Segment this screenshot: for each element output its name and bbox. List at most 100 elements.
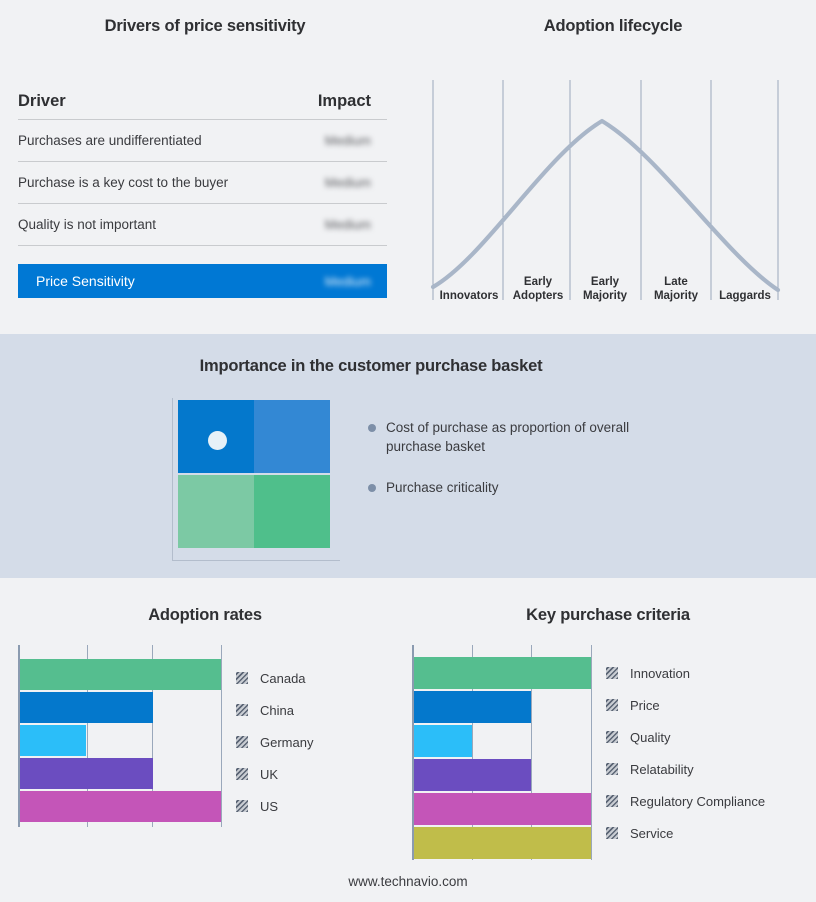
adoption-rates-legend: Canada China Germany UK US <box>236 662 313 822</box>
lifecycle-stage-innovators: Innovators <box>439 290 499 302</box>
quadrant-cell-bottom-right <box>254 475 330 548</box>
purchase-criteria-panel-title: Key purchase criteria <box>526 606 690 624</box>
quadrant-x-axis <box>172 560 340 561</box>
hatched-swatch-icon <box>236 672 248 684</box>
quadrant-position-marker <box>208 431 227 450</box>
lifecycle-stage-early-majority: Early Majority <box>582 276 628 302</box>
bar-germany <box>20 725 86 756</box>
key-purchase-criteria-plot <box>412 645 592 860</box>
table-row: Quality is not important Medium <box>18 204 387 246</box>
driver-label: Purchases are undifferentiated <box>18 133 202 148</box>
hatched-swatch-icon <box>606 699 618 711</box>
legend-label: Relatability <box>630 761 694 777</box>
quadrant-cell-top-left <box>178 400 254 473</box>
hatched-swatch-icon <box>236 704 248 716</box>
lifecycle-stage-late-majority: Late Majority <box>653 276 699 302</box>
drivers-table: Driver Impact Purchases are undifferenti… <box>18 92 387 298</box>
gridline <box>221 645 222 827</box>
lifecycle-panel-title: Adoption lifecycle <box>543 17 683 35</box>
legend-label: US <box>260 798 279 814</box>
bar-innovation <box>414 657 591 689</box>
impact-value: Medium <box>324 217 371 232</box>
price-sensitivity-summary-row: Price Sensitivity Medium <box>18 264 387 298</box>
legend-label: Innovation <box>630 665 690 681</box>
impact-value: Medium <box>324 133 371 148</box>
hatched-swatch-icon <box>606 763 618 775</box>
bar-us <box>20 791 221 822</box>
legend-item: Service <box>606 817 765 849</box>
hatched-swatch-icon <box>606 795 618 807</box>
gridline <box>87 645 88 827</box>
gridline <box>472 645 473 860</box>
key-purchase-criteria-legend: Innovation Price Quality Relatability Re… <box>606 657 765 849</box>
key-purchase-criteria-chart <box>412 645 592 860</box>
legend-item: Regulatory Compliance <box>606 785 765 817</box>
bar-price <box>414 691 531 723</box>
quadrant-cell-bottom-left <box>178 475 254 548</box>
bar-quality <box>414 725 472 757</box>
quadrant-cell-top-right <box>254 400 330 473</box>
basket-panel-title: Importance in the customer purchase bask… <box>199 357 543 375</box>
bar-china <box>20 692 153 723</box>
legend-label: Canada <box>260 670 306 686</box>
legend-item: Quality <box>606 721 765 753</box>
gridline <box>591 645 592 860</box>
drivers-panel-title: Drivers of price sensitivity <box>104 17 306 35</box>
drivers-table-header: Driver Impact <box>18 92 387 120</box>
bullet-icon <box>368 484 376 492</box>
legend-item: Canada <box>236 662 313 694</box>
legend-label: Service <box>630 825 674 841</box>
legend-item: Innovation <box>606 657 765 689</box>
adoption-rates-chart <box>18 645 223 827</box>
lifecycle-stage-laggards: Laggards <box>719 290 771 302</box>
quadrant-matrix <box>178 400 338 550</box>
column-header-driver: Driver <box>18 92 66 110</box>
hatched-swatch-icon <box>606 827 618 839</box>
bar-service <box>414 827 591 859</box>
gridline <box>531 645 532 860</box>
legend-item: Purchase criticality <box>368 478 668 497</box>
gridline <box>152 645 153 827</box>
legend-item: Price <box>606 689 765 721</box>
legend-item: Cost of purchase as proportion of overal… <box>368 418 668 456</box>
driver-label: Quality is not important <box>18 217 157 232</box>
y-axis <box>18 645 20 827</box>
legend-label: China <box>260 702 294 718</box>
bar-regulatory-compliance <box>414 793 591 825</box>
y-axis <box>412 645 414 860</box>
legend-item: Germany <box>236 726 313 758</box>
hatched-swatch-icon <box>236 736 248 748</box>
bar-uk <box>20 758 153 789</box>
summary-label: Price Sensitivity <box>36 273 135 289</box>
footer-url: www.technavio.com <box>348 874 468 889</box>
bar-canada <box>20 659 221 690</box>
legend-label: Germany <box>260 734 314 750</box>
legend-label: Price <box>630 697 660 713</box>
adoption-rates-panel-title: Adoption rates <box>148 606 262 624</box>
legend-label: Purchase criticality <box>386 480 499 495</box>
driver-label: Purchase is a key cost to the buyer <box>18 175 229 190</box>
bar-relatability <box>414 759 531 791</box>
legend-label: UK <box>260 766 279 782</box>
hatched-swatch-icon <box>606 731 618 743</box>
legend-item: Relatability <box>606 753 765 785</box>
hatched-swatch-icon <box>236 768 248 780</box>
lifecycle-dividers <box>432 80 779 300</box>
bottom-band <box>0 578 816 902</box>
summary-impact-value: Medium <box>324 273 371 289</box>
legend-label: Regulatory Compliance <box>630 793 766 809</box>
adoption-lifecycle-chart <box>430 80 781 300</box>
legend-label: Cost of purchase as proportion of overal… <box>386 420 630 454</box>
lifecycle-stage-early-adopters: Early Adopters <box>512 276 564 302</box>
impact-value: Medium <box>324 175 371 190</box>
hatched-swatch-icon <box>236 800 248 812</box>
adoption-rates-plot <box>18 645 223 827</box>
legend-item: UK <box>236 758 313 790</box>
table-row: Purchase is a key cost to the buyer Medi… <box>18 162 387 204</box>
middle-band <box>0 334 816 578</box>
adoption-bell-curve <box>430 118 781 293</box>
quadrant-y-axis <box>172 398 173 560</box>
hatched-swatch-icon <box>606 667 618 679</box>
column-header-impact: Impact <box>317 92 371 110</box>
legend-item: China <box>236 694 313 726</box>
